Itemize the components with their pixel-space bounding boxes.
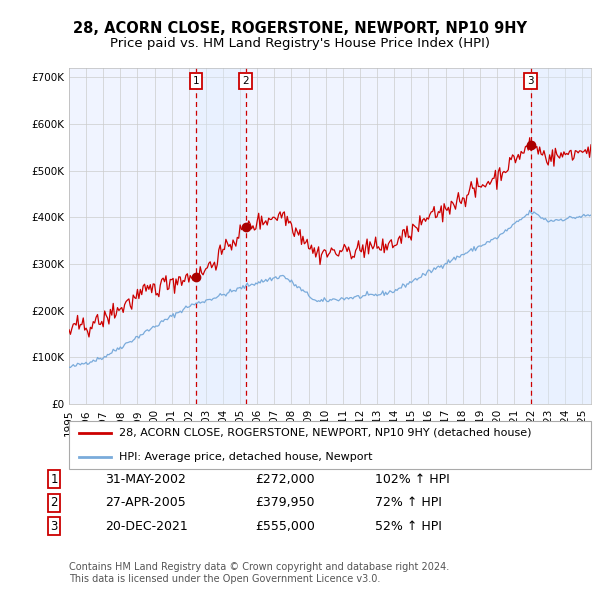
Text: 2: 2 <box>50 496 58 509</box>
Text: 27-APR-2005: 27-APR-2005 <box>105 496 186 509</box>
Text: £272,000: £272,000 <box>255 473 314 486</box>
Text: 3: 3 <box>527 76 534 86</box>
Text: 1: 1 <box>193 76 199 86</box>
Text: 102% ↑ HPI: 102% ↑ HPI <box>375 473 450 486</box>
Text: 1: 1 <box>50 473 58 486</box>
Bar <box>530 68 591 404</box>
Text: 52% ↑ HPI: 52% ↑ HPI <box>375 520 442 533</box>
Text: £555,000: £555,000 <box>255 520 315 533</box>
Text: Contains HM Land Registry data © Crown copyright and database right 2024.
This d: Contains HM Land Registry data © Crown c… <box>69 562 449 584</box>
Text: 28, ACORN CLOSE, ROGERSTONE, NEWPORT, NP10 9HY: 28, ACORN CLOSE, ROGERSTONE, NEWPORT, NP… <box>73 21 527 35</box>
Text: HPI: Average price, detached house, Newport: HPI: Average price, detached house, Newp… <box>119 452 372 462</box>
Text: 72% ↑ HPI: 72% ↑ HPI <box>375 496 442 509</box>
Bar <box>196 68 245 404</box>
Text: 20-DEC-2021: 20-DEC-2021 <box>105 520 188 533</box>
Text: 28, ACORN CLOSE, ROGERSTONE, NEWPORT, NP10 9HY (detached house): 28, ACORN CLOSE, ROGERSTONE, NEWPORT, NP… <box>119 428 531 438</box>
Text: £379,950: £379,950 <box>255 496 314 509</box>
FancyBboxPatch shape <box>69 421 591 469</box>
Text: 3: 3 <box>50 520 58 533</box>
Text: 2: 2 <box>242 76 249 86</box>
Text: 31-MAY-2002: 31-MAY-2002 <box>105 473 186 486</box>
Text: Price paid vs. HM Land Registry's House Price Index (HPI): Price paid vs. HM Land Registry's House … <box>110 37 490 50</box>
